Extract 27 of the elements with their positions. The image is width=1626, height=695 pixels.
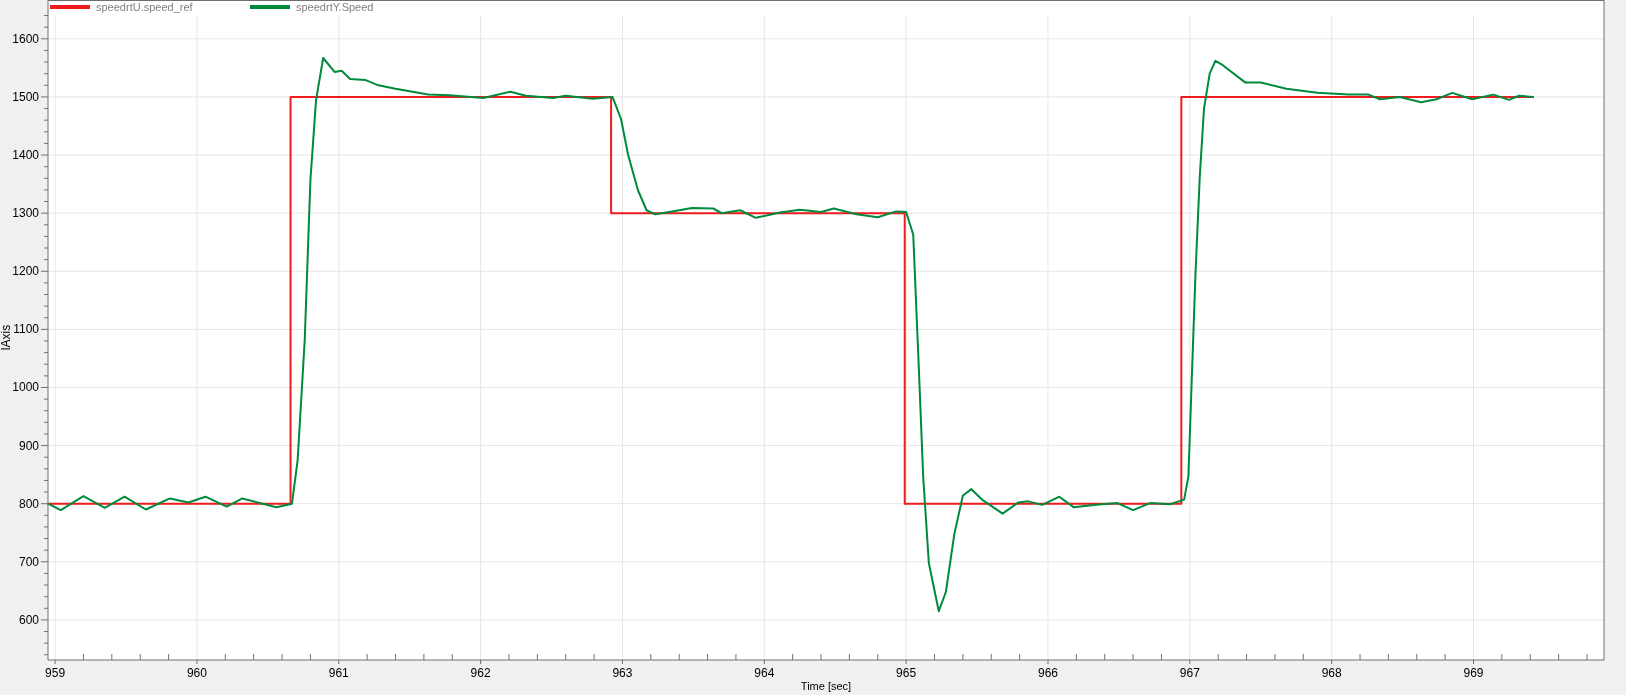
line-series xyxy=(47,57,1535,613)
legend-label: speedrtU.speed_ref xyxy=(96,1,194,13)
x-tick-label: 965 xyxy=(896,666,917,680)
y-tick-label: 1100 xyxy=(13,322,40,337)
y-tick-label: 900 xyxy=(18,438,40,453)
x-axis-title: Time [sec] xyxy=(800,680,852,692)
x-tick-label: 960 xyxy=(186,666,208,680)
y-tick-label: 1400 xyxy=(12,148,40,163)
legend-label: speedrtY.Speed xyxy=(296,1,374,13)
x-tick-label: 963 xyxy=(612,666,633,680)
y-tick-label: 1300 xyxy=(12,206,40,221)
y-tick-label: 1600 xyxy=(12,31,40,46)
y-tick-label: 1200 xyxy=(12,264,40,279)
y-tick-label: 600 xyxy=(18,612,40,627)
x-tick-label: 964 xyxy=(754,666,775,680)
x-tick-label: 967 xyxy=(1179,666,1201,680)
x-tick-label: 969 xyxy=(1463,666,1484,680)
y-axis-title: lAxis xyxy=(0,324,13,351)
x-tick-label: 962 xyxy=(470,666,491,680)
y-tick-label: 1000 xyxy=(12,380,40,395)
y-tick-label: 700 xyxy=(18,554,40,569)
x-tick-label: 959 xyxy=(45,666,66,680)
x-tick-label: 966 xyxy=(1037,666,1059,680)
x-tick-label: 961 xyxy=(328,666,350,680)
y-tick-label: 1500 xyxy=(12,89,40,104)
x-tick-label: 968 xyxy=(1321,666,1342,680)
y-tick-label: 800 xyxy=(18,496,40,511)
